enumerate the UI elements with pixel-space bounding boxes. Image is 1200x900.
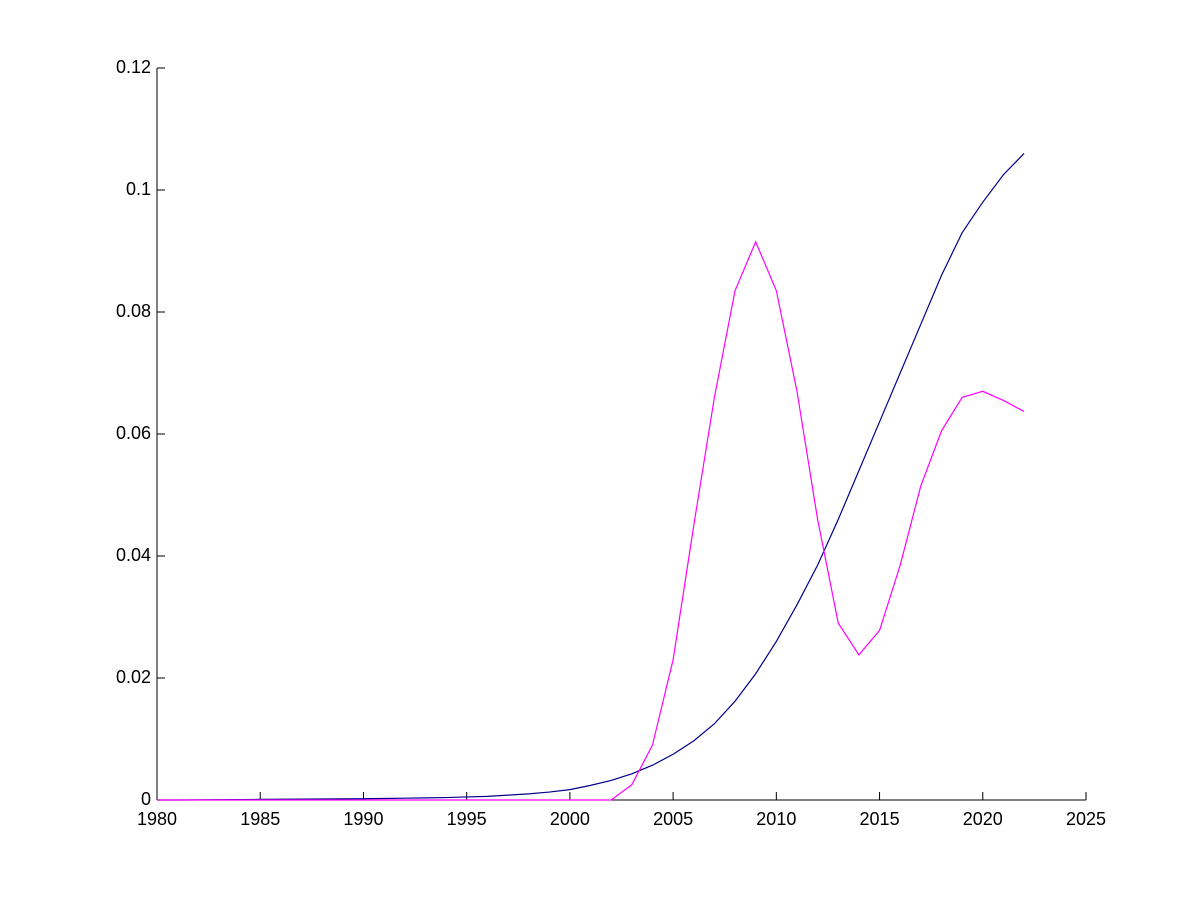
x-tick-label: 1985 (240, 809, 280, 829)
y-tick-label: 0.02 (116, 667, 151, 687)
x-tick-label: 2010 (756, 809, 796, 829)
y-tick-label: 0.04 (116, 545, 151, 565)
y-tick-label: 0 (141, 789, 151, 809)
y-tick-label: 0.12 (116, 57, 151, 77)
x-tick-label: 1995 (447, 809, 487, 829)
series-line (157, 240, 1025, 801)
x-tick-label: 2005 (653, 809, 693, 829)
y-tick-label: 0.1 (126, 179, 151, 199)
y-tick-label: 0.06 (116, 423, 151, 443)
x-tick-label: 2020 (963, 809, 1003, 829)
series-line (157, 152, 1025, 801)
x-tick-label: 2025 (1066, 809, 1106, 829)
y-tick-label: 0.08 (116, 301, 151, 321)
x-tick-label: 1990 (343, 809, 383, 829)
x-tick-label: 1980 (137, 809, 177, 829)
x-tick-label: 2015 (860, 809, 900, 829)
x-tick-label: 2000 (550, 809, 590, 829)
